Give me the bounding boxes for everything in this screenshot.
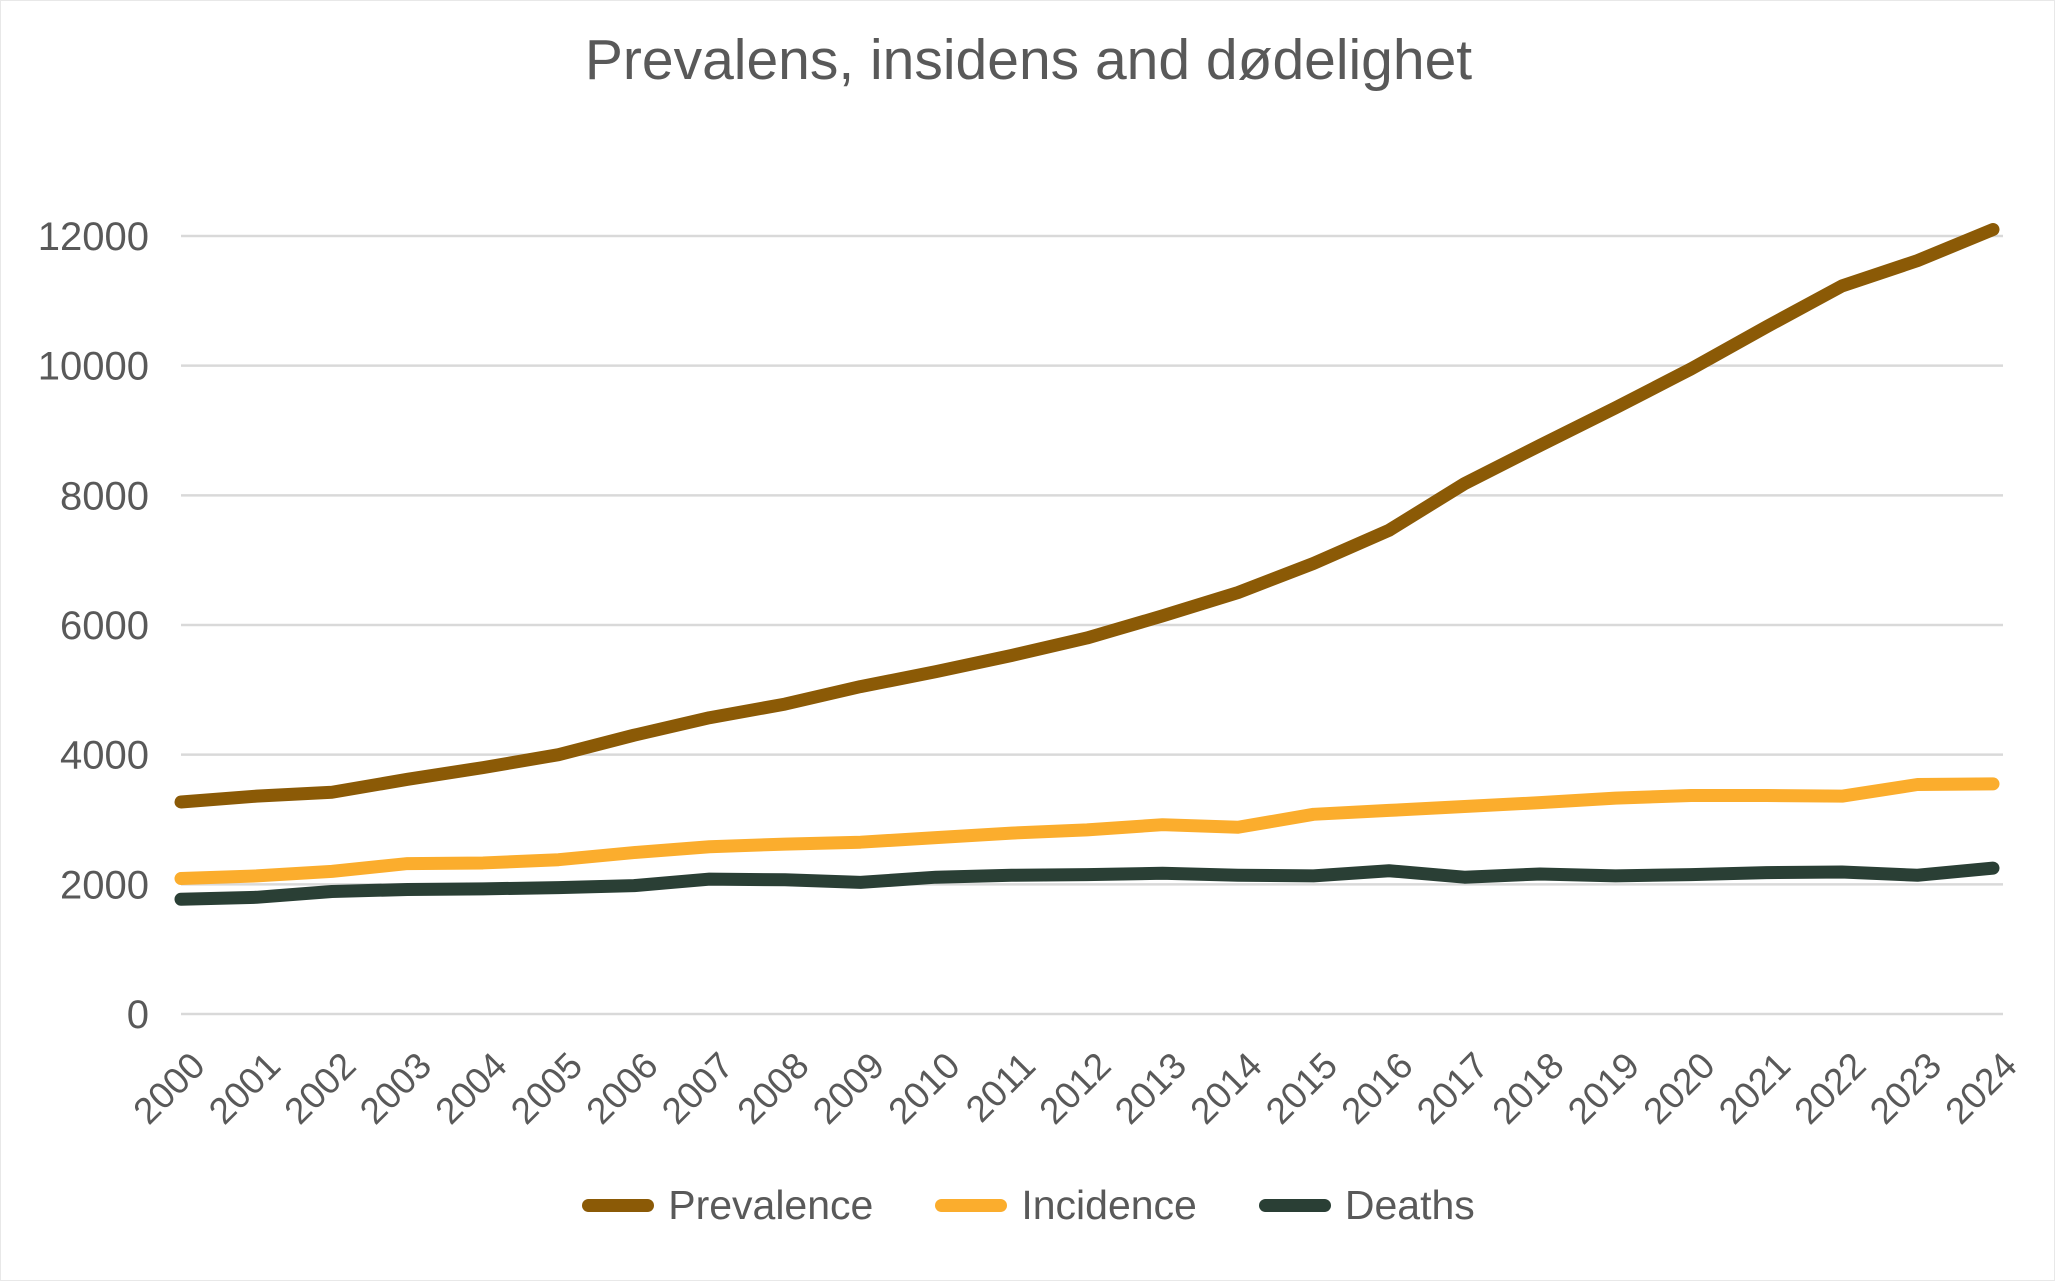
x-axis-tick-label: 2018 bbox=[1484, 1045, 1571, 1132]
legend-item-label: Prevalence bbox=[668, 1182, 874, 1228]
legend-item-prevalence[interactable]: Prevalence bbox=[582, 1182, 873, 1229]
x-axis-tick-label: 2024 bbox=[1937, 1045, 2024, 1132]
series-line-deaths bbox=[174, 861, 2000, 906]
x-axis-tick-label: 2002 bbox=[276, 1045, 363, 1132]
y-axis-tick-label: 2000 bbox=[60, 863, 149, 907]
series-line-incidence bbox=[174, 777, 2000, 885]
legend-item-deaths[interactable]: Deaths bbox=[1258, 1182, 1475, 1229]
legend-item-label: Incidence bbox=[1021, 1182, 1197, 1228]
legend-swatch-icon bbox=[1258, 1199, 1331, 1212]
x-axis-tick-label: 2004 bbox=[427, 1045, 514, 1132]
x-axis-tick-label: 2016 bbox=[1333, 1045, 1420, 1132]
x-axis-tick-label: 2017 bbox=[1409, 1045, 1496, 1132]
x-axis-tick-label: 2005 bbox=[503, 1045, 590, 1132]
x-axis-tick-label: 2012 bbox=[1031, 1045, 1118, 1132]
x-axis-tick-label: 2013 bbox=[1107, 1045, 1194, 1132]
data-series-lines bbox=[174, 223, 2000, 906]
x-axis-tick-label: 2011 bbox=[958, 1045, 1043, 1130]
x-axis-tick-labels: 2000200120022003200420052006200720082009… bbox=[125, 1045, 2024, 1132]
x-axis-tick-label: 2022 bbox=[1786, 1045, 1873, 1132]
series-line-prevalence bbox=[174, 223, 2000, 809]
y-axis-tick-label: 8000 bbox=[60, 474, 149, 518]
chart-legend: Prevalence Incidence Deaths bbox=[1, 1182, 2055, 1229]
chart-title: Prevalens, insidens and dødelighet bbox=[584, 28, 1473, 92]
y-axis-tick-label: 12000 bbox=[38, 215, 149, 259]
x-axis-tick-label: 2001 bbox=[201, 1045, 288, 1132]
legend-item-label: Deaths bbox=[1344, 1182, 1475, 1228]
legend-item-incidence[interactable]: Incidence bbox=[935, 1182, 1197, 1229]
legend-swatch-icon bbox=[582, 1199, 655, 1212]
x-axis-tick-label: 2023 bbox=[1862, 1045, 1949, 1132]
x-axis-tick-label: 2020 bbox=[1635, 1045, 1722, 1132]
y-axis-tick-label: 0 bbox=[127, 993, 149, 1037]
x-axis-tick-label: 2019 bbox=[1560, 1045, 1647, 1132]
x-axis-tick-label: 2010 bbox=[880, 1045, 967, 1132]
x-axis-tick-label: 2014 bbox=[1182, 1045, 1269, 1132]
x-axis-tick-label: 2015 bbox=[1258, 1045, 1345, 1132]
x-axis-tick-label: 2009 bbox=[805, 1045, 892, 1132]
x-axis-tick-label: 2008 bbox=[729, 1045, 816, 1132]
x-axis-tick-label: 2003 bbox=[352, 1045, 439, 1132]
y-axis-tick-label: 10000 bbox=[38, 345, 149, 389]
legend-swatch-icon bbox=[935, 1199, 1008, 1212]
x-axis-tick-label: 2000 bbox=[125, 1045, 212, 1132]
x-axis-tick-label: 2021 bbox=[1711, 1045, 1798, 1132]
y-axis-tick-label: 4000 bbox=[60, 734, 149, 778]
y-axis-tick-labels: 0 2000 4000 6000 8000 10000 12000 bbox=[38, 215, 149, 1037]
x-axis-tick-label: 2007 bbox=[654, 1045, 741, 1132]
y-axis-tick-label: 6000 bbox=[60, 604, 149, 648]
x-axis-tick-label: 2006 bbox=[578, 1045, 665, 1132]
